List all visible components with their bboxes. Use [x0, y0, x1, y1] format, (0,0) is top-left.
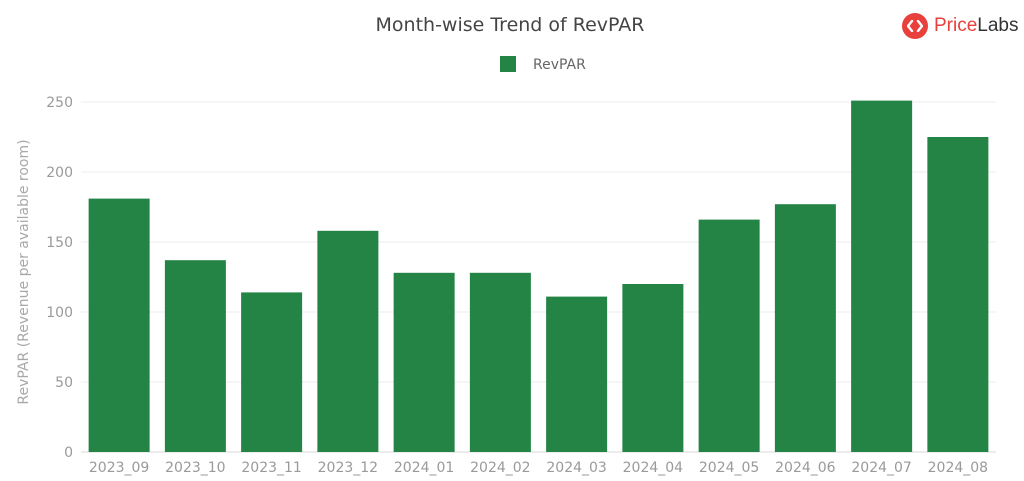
- pricelabs-logo-icon: [902, 13, 928, 39]
- chart-legend[interactable]: RevPAR: [500, 56, 586, 73]
- bar-2023_10[interactable]: [164, 260, 226, 452]
- y-tick-label: 150: [46, 235, 73, 251]
- x-tick-label: 2023_12: [318, 460, 378, 476]
- x-tick-label: 2023_11: [241, 460, 301, 476]
- logo-text-price: Price: [934, 15, 978, 36]
- bar-2024_07[interactable]: [851, 100, 913, 452]
- bar-2023_09[interactable]: [88, 198, 150, 452]
- bar-2024_06[interactable]: [774, 204, 836, 452]
- bar-2024_03[interactable]: [546, 296, 608, 452]
- y-tick-label: 100: [46, 305, 73, 321]
- bar-2024_01[interactable]: [393, 272, 455, 452]
- bar-2023_12[interactable]: [317, 230, 379, 452]
- x-tick-label: 2023_09: [89, 460, 149, 476]
- x-tick-label: 2024_02: [470, 460, 530, 476]
- x-tick-label: 2024_01: [394, 460, 454, 476]
- logo-wordmark: PriceLabs: [934, 15, 1019, 37]
- pricelabs-logo: PriceLabs: [902, 13, 1019, 39]
- legend-label-revpar: RevPAR: [533, 57, 586, 73]
- bar-2024_05[interactable]: [698, 219, 760, 452]
- axis-ticks: 0 50 100 150 200 250 2023_09 2023_10 2023_11 2023…: [46, 95, 988, 476]
- x-tick-label: 2024_07: [851, 460, 911, 476]
- bar-2024_02[interactable]: [469, 272, 531, 452]
- bar-2024_04[interactable]: [622, 284, 684, 452]
- x-tick-label: 2024_06: [775, 460, 836, 476]
- gridlines: [81, 101, 996, 453]
- x-tick-label: 2024_08: [928, 460, 988, 476]
- y-tick-label: 200: [46, 165, 73, 181]
- x-tick-label: 2024_04: [623, 460, 684, 476]
- bars: [88, 100, 989, 452]
- y-tick-label: 50: [55, 375, 73, 391]
- y-tick-label: 250: [46, 95, 73, 111]
- bar-2024_08[interactable]: [927, 137, 989, 452]
- legend-swatch-revpar: [500, 56, 516, 72]
- x-tick-label: 2024_05: [699, 460, 759, 476]
- logo-text-labs: Labs: [977, 15, 1019, 36]
- x-tick-label: 2024_03: [546, 460, 606, 476]
- y-tick-label: 0: [64, 445, 73, 461]
- x-tick-label: 2023_10: [165, 460, 225, 476]
- chart-title: Month-wise Trend of RevPAR: [376, 14, 645, 36]
- bar-2023_11[interactable]: [241, 292, 303, 452]
- y-axis-label: RevPAR (Revenue per available room): [16, 139, 32, 404]
